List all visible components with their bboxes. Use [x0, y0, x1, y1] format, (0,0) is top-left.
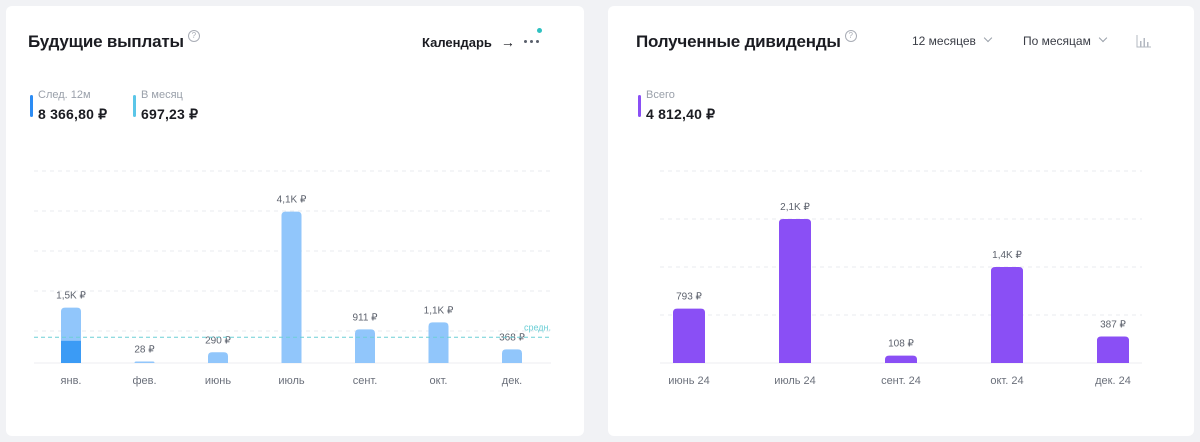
- x-tick-label: сент. 24: [881, 375, 921, 387]
- stat-per-month: В месяц 697,23 ₽: [133, 88, 198, 123]
- chart-bar: [281, 211, 302, 363]
- data-label: 290 ₽: [205, 335, 231, 346]
- notification-dot-icon: [537, 28, 542, 33]
- arrow-right-icon: →: [500, 34, 515, 50]
- x-tick-label: окт. 24: [990, 375, 1023, 387]
- stat-value: 697,23 ₽: [141, 106, 199, 122]
- data-label: 4,1K ₽: [277, 195, 307, 206]
- calendar-link[interactable]: Календарь →: [422, 34, 515, 50]
- bar-chart-icon: [1136, 35, 1151, 48]
- data-label: 1,4K ₽: [992, 250, 1022, 261]
- x-tick-label: июнь 24: [668, 375, 710, 387]
- chart-bar: [208, 352, 228, 363]
- future-payments-title: Будущие выплаты: [28, 32, 184, 51]
- data-label: 28 ₽: [134, 345, 155, 356]
- stat-total: Всего 4 812,40 ₽: [638, 88, 715, 123]
- chart-bar: [428, 322, 449, 363]
- x-tick-label: фев.: [132, 375, 156, 387]
- period-dropdown-value: 12 месяцев: [912, 34, 976, 48]
- data-label: 911 ₽: [352, 312, 378, 323]
- calendar-link-label: Календарь: [422, 34, 492, 50]
- chart-bar: [991, 267, 1023, 363]
- chart-bar: [885, 355, 917, 363]
- stat-color-marker: [638, 95, 641, 117]
- x-tick-label: дек. 24: [1095, 375, 1131, 387]
- chart-bar: [134, 361, 155, 363]
- grouping-dropdown-value: По месяцам: [1023, 34, 1091, 48]
- stat-next-12m: След. 12м 8 366,80 ₽: [30, 88, 107, 123]
- future-payments-card: Будущие выплаты ? Календарь → След. 12м …: [6, 6, 584, 436]
- more-dots-icon: [524, 40, 539, 43]
- help-icon[interactable]: ?: [187, 30, 200, 42]
- stat-color-marker: [30, 95, 33, 117]
- chart-type-button[interactable]: [1136, 34, 1152, 48]
- stat-label: След. 12м: [38, 89, 91, 101]
- grouping-dropdown[interactable]: По месяцам: [1023, 33, 1108, 48]
- future-payments-header: Будущие выплаты ?: [28, 30, 200, 52]
- chart-bar: [502, 349, 522, 363]
- x-tick-label: июнь: [205, 375, 231, 387]
- data-label: 387 ₽: [1100, 319, 1126, 330]
- chart-bar: [355, 329, 375, 363]
- more-options-button[interactable]: [520, 28, 544, 50]
- stat-color-marker: [133, 95, 136, 117]
- data-label: 1,5K ₽: [56, 291, 86, 302]
- chart-bar-segment: [61, 340, 81, 363]
- stat-value: 8 366,80 ₽: [38, 106, 108, 122]
- data-label: 368 ₽: [499, 332, 525, 343]
- received-dividends-chart: 793 ₽ июнь 24 2,1K ₽ июль 24 108 ₽ сент. 24 1,…: [660, 170, 1142, 387]
- data-label: 1,1K ₽: [424, 305, 454, 316]
- data-label: 2,1K ₽: [780, 202, 810, 213]
- stat-value: 4 812,40 ₽: [646, 106, 716, 122]
- period-dropdown[interactable]: 12 месяцев: [912, 33, 993, 48]
- received-dividends-header: Полученные дивиденды ?: [636, 30, 857, 52]
- future-payments-chart: 1,5K ₽ янв. 28 ₽ фев. 290 ₽ июнь 4,1K ₽ июль 911…: [34, 170, 551, 387]
- stat-label: В месяц: [141, 89, 183, 101]
- data-label: 108 ₽: [888, 339, 914, 350]
- x-tick-label: июль: [278, 375, 305, 387]
- chart-bar: [779, 219, 811, 363]
- chart-bar: [673, 308, 705, 363]
- data-label: 793 ₽: [676, 292, 702, 303]
- help-icon[interactable]: ?: [844, 30, 857, 42]
- received-dividends-title: Полученные дивиденды: [636, 32, 841, 51]
- x-tick-label: дек.: [502, 375, 522, 387]
- received-dividends-card: Полученные дивиденды ? 12 месяцев По мес…: [608, 6, 1194, 436]
- x-tick-label: июль 24: [774, 375, 816, 387]
- chart-bar: [1097, 336, 1129, 363]
- average-label: средн.: [524, 322, 551, 332]
- x-tick-label: янв.: [61, 375, 82, 387]
- stat-label: Всего: [646, 89, 675, 101]
- x-tick-label: окт.: [430, 375, 448, 387]
- x-tick-label: сент.: [353, 375, 378, 387]
